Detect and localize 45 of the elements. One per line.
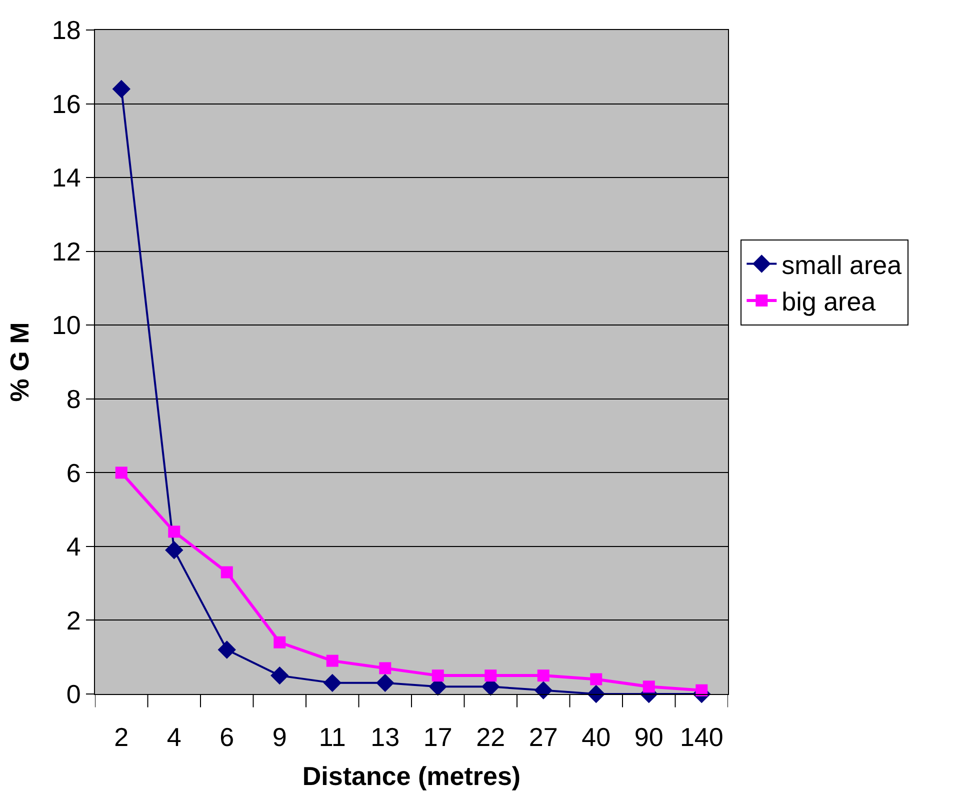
point — [168, 526, 180, 538]
point — [590, 673, 602, 686]
y-tick-label: 4 — [66, 532, 81, 562]
legend-label: big area — [782, 286, 876, 317]
y-tick-label: 6 — [66, 458, 81, 488]
y-tick-label: 8 — [66, 384, 81, 414]
y-tick-label: 12 — [52, 236, 81, 266]
point — [115, 466, 128, 479]
y-tick-label: 16 — [52, 88, 81, 119]
point — [165, 541, 184, 560]
y-tick-label: 18 — [52, 15, 81, 46]
point — [376, 674, 394, 692]
point — [323, 674, 342, 692]
y-tick-label: 10 — [52, 310, 81, 340]
x-tick-label: 6 — [220, 722, 234, 752]
point — [379, 662, 392, 674]
x-tick-label: 13 — [370, 722, 400, 752]
x-tick-label: 11 — [318, 722, 346, 752]
x-tick-label: 2 — [114, 722, 129, 752]
point — [642, 680, 655, 693]
x-axis-title: Distance (metres) — [302, 760, 521, 791]
point — [537, 670, 550, 682]
y-axis-title: % G M — [4, 322, 34, 402]
point — [218, 640, 236, 659]
point — [534, 681, 552, 700]
x-tick-label: 140 — [680, 722, 724, 752]
x-tick-label: 9 — [272, 722, 287, 752]
point — [432, 670, 444, 682]
point — [326, 654, 338, 667]
point — [696, 684, 708, 696]
x-tick-label: 40 — [582, 722, 611, 752]
x-tick-label: 4 — [166, 722, 182, 752]
y-tick-label: 2 — [66, 605, 81, 636]
y-tick-label: 14 — [52, 162, 81, 193]
point — [274, 636, 286, 648]
y-tick-label: 0 — [66, 679, 81, 710]
point — [270, 666, 289, 685]
legend-label: small area — [782, 250, 902, 280]
point — [484, 670, 497, 682]
x-tick-label: 22 — [476, 722, 506, 752]
x-tick-label: 90 — [634, 722, 664, 752]
x-tick-label: 27 — [528, 722, 558, 752]
point — [112, 80, 130, 98]
x-tick-label: 17 — [423, 722, 452, 752]
point — [220, 566, 233, 578]
